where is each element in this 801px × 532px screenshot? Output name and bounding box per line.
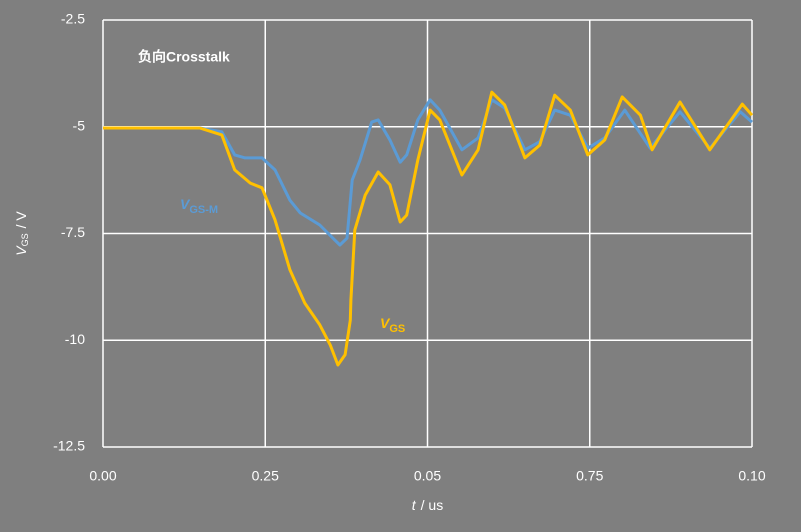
y-axis-subscript: GS: [20, 233, 30, 246]
series-name: V: [180, 196, 191, 212]
series-label: VGS-M: [180, 196, 218, 216]
y-tick-label: -2.5: [61, 11, 85, 27]
y-axis-label: VGS / V: [13, 211, 31, 256]
series-line: [103, 90, 754, 367]
y-tick-label: -5: [73, 117, 86, 133]
series-subscript: GS: [389, 323, 405, 335]
series-subscript: GS-M: [189, 204, 218, 216]
series-label: VGS: [380, 315, 405, 335]
y-axis-symbol: V: [13, 245, 29, 256]
x-tick-label: 0.05: [414, 468, 441, 484]
x-axis-symbol: t: [412, 497, 417, 513]
x-axis-unit: / us: [421, 497, 444, 513]
x-tick-label: 0.25: [252, 468, 279, 484]
y-tick-label: -12.5: [53, 438, 85, 454]
series-name: V: [380, 315, 391, 331]
x-axis-label: t / us: [412, 497, 443, 513]
y-tick-label: -7.5: [61, 224, 85, 240]
y-axis-unit: / V: [13, 211, 29, 229]
series-line: [103, 98, 753, 247]
x-tick-label: 0.00: [89, 468, 116, 484]
y-tick-label: -10: [65, 331, 85, 347]
x-tick-label: 0.10: [738, 468, 765, 484]
x-tick-label: 0.75: [576, 468, 603, 484]
chart-title: 负向Crosstalk: [138, 49, 230, 65]
